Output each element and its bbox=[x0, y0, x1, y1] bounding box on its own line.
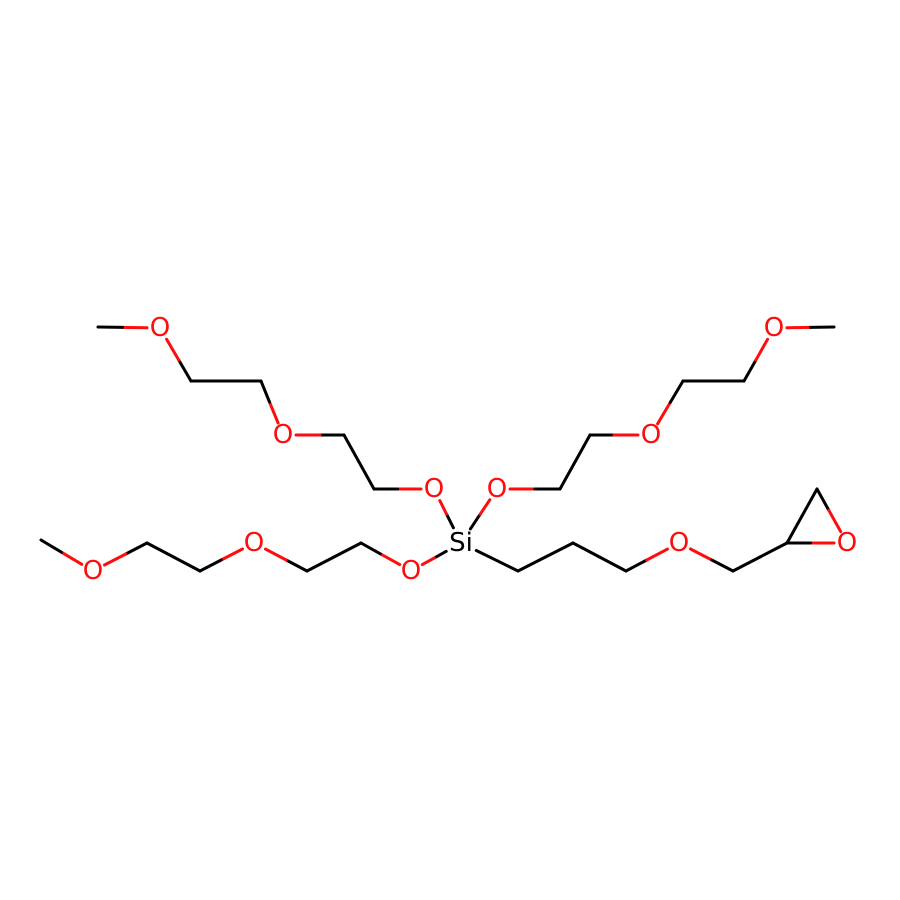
bond-C4-O3-half-b bbox=[103, 552, 128, 567]
atom-label-o9: O bbox=[764, 313, 784, 343]
atom-label-o8: O bbox=[641, 420, 661, 450]
bond-C16-C17-half-b bbox=[544, 541, 575, 559]
bond-O2-C3-half-a bbox=[219, 547, 244, 562]
bond-C16-C17-half-a bbox=[516, 555, 547, 573]
bond-C9-O6-half-a bbox=[177, 358, 193, 383]
bond-O1-C1-half-a bbox=[378, 552, 402, 567]
bond-O8-C13-half-b bbox=[668, 379, 685, 404]
bond-C6-C7-half-a bbox=[357, 460, 376, 491]
bond-C14-O9-half-a bbox=[742, 358, 758, 383]
bond-O10-C19-half-a bbox=[689, 547, 714, 562]
bond-O2-C3-half-b bbox=[198, 558, 223, 573]
bond-Si-C16-half-b bbox=[495, 559, 520, 573]
bond-O5-C8-half-a bbox=[268, 400, 280, 425]
atom-label-si: Si bbox=[449, 528, 473, 558]
atom-label-o11: O bbox=[837, 528, 857, 558]
bond-Si-O1-half-a bbox=[432, 549, 448, 560]
bond-C1-C2-half-b bbox=[305, 555, 336, 573]
bond-Si-O7-half-b bbox=[478, 498, 492, 516]
bond-Si-O4-half-b bbox=[438, 499, 449, 516]
bond-Si-O7-half-a bbox=[468, 512, 482, 531]
atom-label-o3: O bbox=[83, 556, 103, 586]
bond-C3-C4-half-a bbox=[172, 555, 202, 573]
bond-C6-C7-half-b bbox=[342, 433, 361, 464]
bond-C19-C20-half-b bbox=[758, 541, 789, 559]
atom-label-o6: O bbox=[150, 313, 170, 343]
bond-C17-C18-half-b bbox=[598, 555, 628, 573]
bond-C9-O6-half-b bbox=[165, 337, 181, 362]
bond-C3-C4-half-b bbox=[145, 541, 175, 559]
bond-C20-C21-half-b bbox=[800, 487, 819, 518]
bond-C19-C20-half-a bbox=[731, 555, 762, 573]
bond-C2-O2-half-b bbox=[264, 547, 288, 562]
bond-O3-C5-half-b bbox=[39, 538, 63, 554]
bond-O10-C19-half-b bbox=[710, 558, 735, 573]
bond-C11-C12-half-a bbox=[558, 460, 577, 491]
bond-C17-C18-half-a bbox=[571, 541, 601, 559]
bond-C14-O9-half-b bbox=[754, 337, 770, 362]
bond-O1-C1-half-b bbox=[359, 541, 382, 556]
bond-C18-O10-half-a bbox=[624, 558, 649, 573]
bond-C1-C2-half-a bbox=[332, 541, 363, 559]
bond-Si-C16-half-a bbox=[474, 549, 499, 563]
atom-label-o5: O bbox=[273, 420, 293, 450]
atom-label-o1: O bbox=[401, 556, 421, 586]
bond-Si-O1-half-b bbox=[420, 556, 436, 567]
atom-label-o7: O bbox=[487, 474, 507, 504]
bond-C21-O11-half-b bbox=[827, 508, 843, 534]
bond-O5-C8-half-b bbox=[259, 379, 271, 404]
atom-label-o2: O bbox=[244, 528, 264, 558]
bond-C18-O10-half-b bbox=[645, 547, 669, 562]
atom-label-o10: O bbox=[669, 528, 689, 558]
bond-C20-C21-half-a bbox=[785, 514, 804, 545]
bond-layer bbox=[39, 325, 843, 573]
bond-O3-C5-half-a bbox=[59, 550, 84, 566]
bond-C11-C12-half-b bbox=[573, 433, 592, 464]
bond-C21-O11-half-a bbox=[815, 487, 831, 512]
atom-label-o4: O bbox=[424, 474, 444, 504]
bond-C2-O2-half-a bbox=[284, 558, 309, 573]
bond-Si-O4-half-a bbox=[445, 512, 455, 530]
bond-O8-C13-half-a bbox=[656, 400, 672, 426]
bond-C4-O3-half-a bbox=[124, 541, 149, 556]
